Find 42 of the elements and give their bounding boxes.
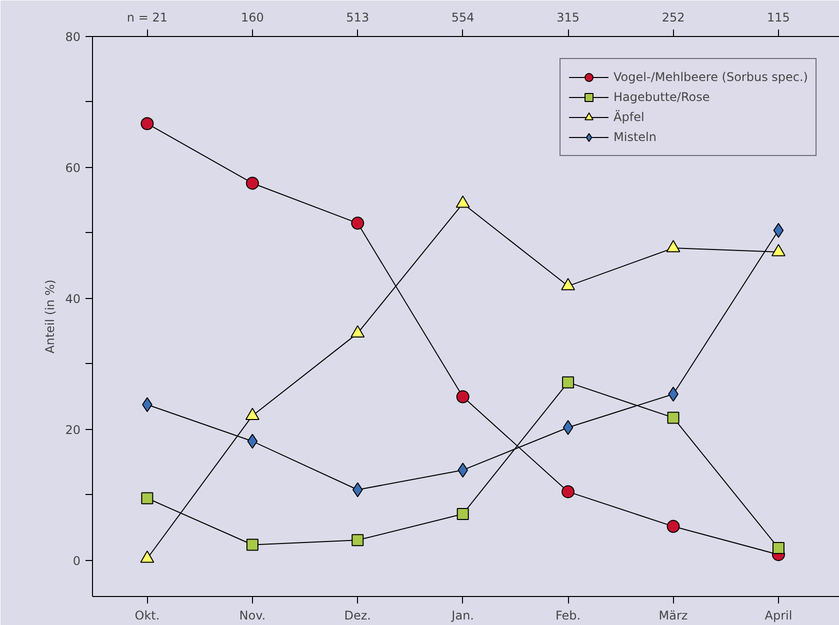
point <box>667 412 680 424</box>
point <box>246 538 258 551</box>
point <box>562 485 575 498</box>
point <box>352 534 364 546</box>
x-tick-label: April <box>764 608 792 622</box>
point <box>140 117 154 130</box>
point <box>666 520 680 533</box>
text: 315 <box>556 10 580 24</box>
text: 160 <box>240 10 264 24</box>
point <box>456 390 470 404</box>
y-tick-label: 20 <box>65 422 81 437</box>
legend-label: Vogel-/Mehlbeere (Sorbus spec.) <box>614 70 808 84</box>
y-tick-label: 60 <box>65 160 81 175</box>
point <box>456 508 469 520</box>
x-tick-label: Feb. <box>556 608 581 622</box>
point <box>773 222 784 238</box>
point <box>562 420 574 436</box>
point <box>351 216 364 230</box>
y-axis-title: Anteil (in %) <box>43 280 58 354</box>
legend-label: Äpfel <box>614 110 644 124</box>
y-tick-label: 0 <box>72 554 81 568</box>
text: 115 <box>767 10 790 24</box>
point <box>772 542 784 554</box>
text: 513 <box>346 10 370 24</box>
y-tick-label: 40 <box>65 292 81 306</box>
point <box>247 434 258 449</box>
y-tick-label: 80 <box>65 30 81 44</box>
point <box>141 492 154 504</box>
text: 554 <box>451 10 474 24</box>
text: n = 21 <box>126 10 168 24</box>
point <box>246 176 259 190</box>
x-tick-label: Jan. <box>450 608 474 622</box>
point <box>458 462 468 478</box>
x-tick-label: Dez. <box>344 608 372 622</box>
point <box>562 376 574 388</box>
text: 252 <box>662 10 685 24</box>
legend-label: Hagebutte/Rose <box>614 90 710 104</box>
point <box>352 482 363 498</box>
legend-label: Misteln <box>614 130 656 144</box>
x-tick-label: März <box>658 608 688 622</box>
x-tick-label: Okt. <box>134 608 160 622</box>
x-tick-label: Nov. <box>239 608 266 622</box>
